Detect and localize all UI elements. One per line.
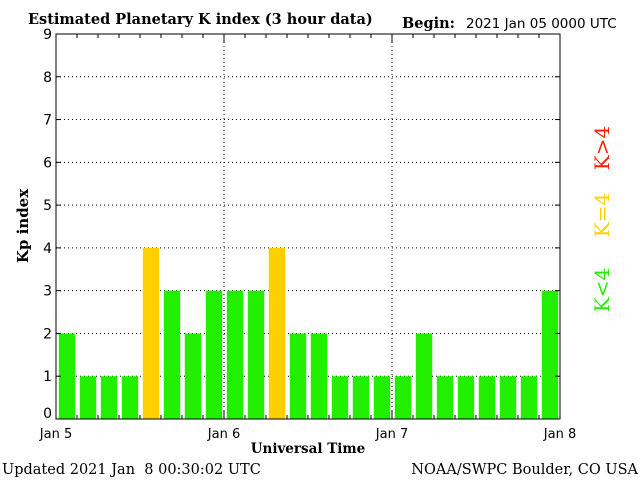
kp-bar [457,376,475,419]
kp-bar [163,290,181,419]
kp-bar [541,290,559,419]
y-tick-label: 7 [43,113,52,129]
kp-bar [478,376,496,419]
kp-bar [247,290,265,419]
kp-bar [520,376,538,419]
y-tick-label: 4 [43,241,52,257]
legend: K>4 K=4 K<4 [590,126,614,312]
kp-bar [415,333,433,419]
x-tick-label: Jan 8 [543,427,576,442]
y-tick-label: 3 [43,284,52,300]
legend-item: K>4 [590,126,614,170]
chart-title: Estimated Planetary K index (3 hour data… [28,11,373,28]
begin-value: 2021 Jan 05 0000 UTC [466,16,617,32]
kp-bar [352,376,370,419]
kp-bar [394,376,412,419]
kp-bar [373,376,391,419]
kp-bar [121,376,139,419]
kp-bar [331,376,349,419]
kp-bar [142,247,160,419]
x-axis-label: Universal Time [251,441,366,457]
x-tick-label: Jan 7 [375,427,408,442]
y-tick-label: 1 [43,369,52,385]
plot-area: 0 1 2 3 4 5 6 7 8 9 Jan 5 Jan 6 Jan 7 Jan 8 [39,27,576,442]
legend-item: K=4 [590,193,614,237]
data-source: NOAA/SWPC Boulder, CO USA [411,462,638,478]
begin-label: Begin: [402,15,455,32]
y-tick-label: 9 [43,27,52,43]
kp-bar [58,333,76,419]
kp-bar [79,376,97,419]
kp-bar [184,333,202,419]
kp-bar [289,333,307,419]
y-tick-label: 2 [43,326,52,342]
kp-bar [100,376,118,419]
y-tick-label: 0 [43,406,52,422]
kp-bar [310,333,328,419]
plot-frame [55,33,561,420]
kp-bar [205,290,223,419]
y-tick-label: 8 [43,70,52,86]
updated-timestamp: Updated 2021 Jan 8 00:30:02 UTC [2,462,261,478]
y-tick-label: 6 [43,155,52,171]
y-tick-label: 5 [43,198,52,214]
kp-bar [436,376,454,419]
kp-bar [268,247,286,419]
legend-item: K<4 [590,268,614,312]
x-tick-label: Jan 6 [207,427,240,442]
kp-bar [499,376,517,419]
kp-bar [226,290,244,419]
x-tick-label: Jan 5 [39,427,72,442]
y-axis-label: Kp index [14,188,32,263]
